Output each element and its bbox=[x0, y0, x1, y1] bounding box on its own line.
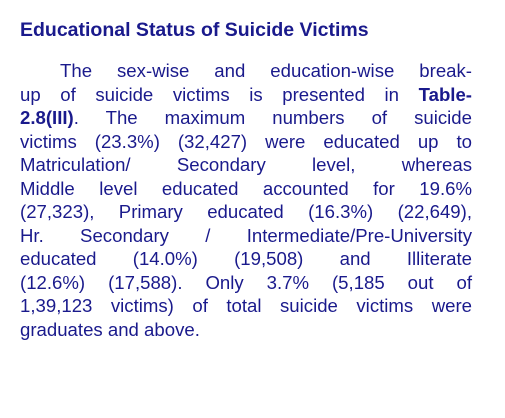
document-section: Educational Status of Suicide Victims Th… bbox=[20, 18, 472, 340]
line-text: (12.6%) (17,588). Only 3.7% (5,185 out o… bbox=[20, 271, 472, 293]
paragraph-line: graduates and above. bbox=[20, 318, 472, 342]
line-text: . The maximum numbers of suicide bbox=[73, 107, 472, 128]
paragraph-line: (12.6%) (17,588). Only 3.7% (5,185 out o… bbox=[20, 271, 472, 295]
line-text: Hr. Secondary / Intermediate/Pre-Univers… bbox=[20, 224, 472, 246]
paragraph-line: educated (14.0%) (19,508) and Illiterate bbox=[20, 247, 472, 271]
paragraph-line: Matriculation/ Secondary level, whereas bbox=[20, 153, 472, 177]
paragraph-line: 2.8(III). The maximum numbers of suicide bbox=[20, 106, 472, 130]
table-reference: Table- bbox=[418, 83, 472, 105]
section-heading: Educational Status of Suicide Victims bbox=[20, 19, 369, 41]
paragraph-line: up of suicide victims is presented in Ta… bbox=[20, 83, 472, 107]
paragraph-line: The sex-wise and education-wise break- bbox=[20, 59, 472, 83]
paragraph-line: Hr. Secondary / Intermediate/Pre-Univers… bbox=[20, 224, 472, 248]
paragraph-line: (27,323), Primary educated (16.3%) (22,6… bbox=[20, 200, 472, 224]
paragraph-line: 1,39,123 victims) of total suicide victi… bbox=[20, 294, 472, 318]
body-paragraph: The sex-wise and education-wise break- u… bbox=[20, 59, 472, 341]
line-text: (27,323), Primary educated (16.3%) (22,6… bbox=[20, 201, 472, 222]
line-text: 1,39,123 victims) of total suicide victi… bbox=[20, 295, 472, 316]
paragraph-line: victims (23.3%) (32,427) were educated u… bbox=[20, 130, 472, 154]
line-text: victims (23.3%) (32,427) were educated u… bbox=[20, 130, 472, 152]
line-text: educated (14.0%) (19,508) and Illiterate bbox=[20, 248, 472, 269]
line-text: Middle level educated accounted for 19.6… bbox=[20, 177, 472, 199]
line-text: graduates and above. bbox=[20, 318, 200, 340]
table-reference: 2.8(III) bbox=[20, 107, 74, 128]
line-text: up of suicide victims is presented in bbox=[20, 83, 419, 105]
line-text: Matriculation/ Secondary level, whereas bbox=[20, 154, 472, 175]
paragraph-line: Middle level educated accounted for 19.6… bbox=[20, 177, 472, 201]
line-text: The sex-wise and education-wise break- bbox=[60, 60, 472, 81]
